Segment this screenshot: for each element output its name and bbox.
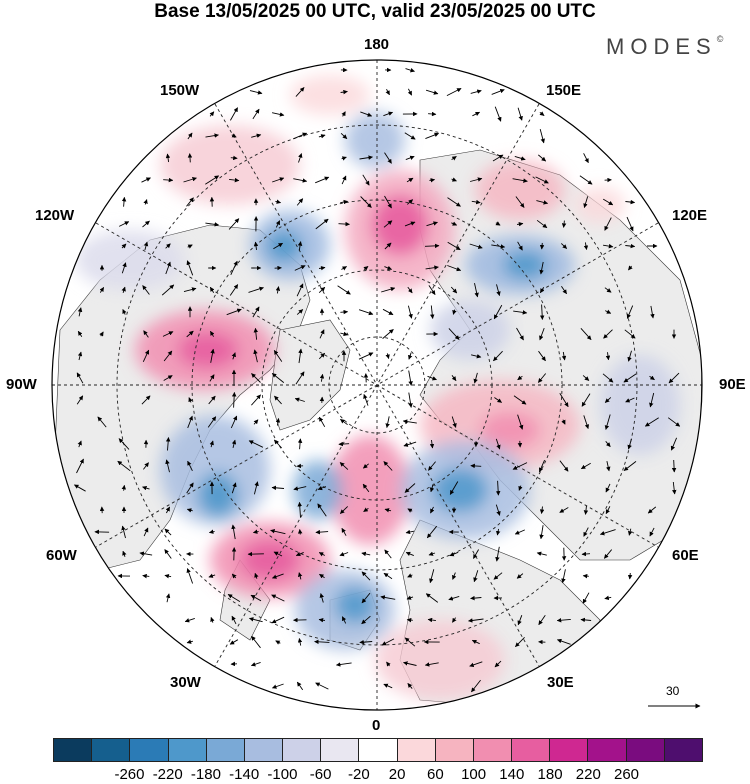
lon-label-60w: 60W — [46, 548, 77, 564]
colorbar-tick-label: -260 — [114, 766, 144, 783]
colorbar-swatch — [283, 739, 321, 761]
colorbar-ticks: -260 -220 -180 -140 -100 -60 -20 20 60 100 140 180 2… — [0, 766, 750, 784]
lon-label-60e: 60E — [672, 548, 699, 564]
wind-vector — [163, 180, 173, 181]
wind-vector — [583, 576, 589, 577]
colorbar-swatch — [550, 739, 588, 761]
wind-vector — [630, 573, 631, 579]
lon-label-120e: 120E — [672, 208, 707, 224]
lon-label-30w: 30W — [170, 675, 201, 691]
lon-label-120w: 120W — [35, 208, 74, 224]
wind-vector — [339, 444, 349, 445]
colorbar-tick-label: -180 — [191, 766, 221, 783]
wind-vector — [340, 312, 347, 313]
colorbar-tick-label: 100 — [461, 766, 486, 783]
lon-label-0: 0 — [372, 718, 380, 734]
colorbar-tick-label: 60 — [427, 766, 444, 783]
colorbar-tick-label: 220 — [576, 766, 601, 783]
lon-label-180: 180 — [364, 37, 389, 53]
colorbar-swatch — [54, 739, 92, 761]
wind-vector — [300, 530, 301, 535]
lon-label-150e: 150E — [546, 83, 581, 99]
wind-vector — [231, 158, 237, 159]
colorbar-tick-label: 180 — [538, 766, 563, 783]
colorbar-swatch — [588, 739, 626, 761]
wind-vector — [674, 460, 675, 472]
colorbar-swatch — [665, 739, 702, 761]
colorbar-swatch — [207, 739, 245, 761]
colorbar-swatch — [512, 739, 550, 761]
colorbar-tick-label: 20 — [389, 766, 406, 783]
wind-vector — [428, 114, 436, 115]
lon-label-90w: 90W — [6, 377, 37, 393]
wind-vector — [339, 224, 350, 225]
colorbar-swatch — [474, 739, 512, 761]
wind-vector — [407, 620, 413, 621]
colorbar-swatch — [169, 739, 207, 761]
colorbar-swatch — [359, 739, 397, 761]
colorbar-swatch — [92, 739, 130, 761]
colorbar-swatch — [245, 739, 283, 761]
colorbar-swatch — [436, 739, 474, 761]
colorbar-swatch — [398, 739, 436, 761]
colorbar-swatch — [627, 739, 665, 761]
wind-vector — [542, 243, 543, 249]
colorbar-tick-label: 260 — [614, 766, 639, 783]
lon-label-150w: 150W — [160, 83, 199, 99]
colorbar-tick-label: -60 — [310, 766, 332, 783]
lon-label-90e: 90E — [719, 377, 746, 393]
colorbar-tick-label: -220 — [153, 766, 183, 783]
wind-vector — [582, 554, 590, 555]
colorbar-swatch — [130, 739, 168, 761]
colorbar — [53, 738, 703, 762]
wind-vector — [190, 154, 191, 163]
colorbar-tick-label: -100 — [267, 766, 297, 783]
vector-scale-label: 30 — [666, 684, 679, 698]
colorbar-tick-label: 140 — [499, 766, 524, 783]
wind-vector — [425, 246, 439, 247]
colorbar-tick-label: -20 — [348, 766, 370, 783]
wind-vector — [471, 466, 481, 467]
colorbar-tick-label: -140 — [229, 766, 259, 783]
colorbar-swatch — [321, 739, 359, 761]
lon-label-30e: 30E — [547, 675, 574, 691]
